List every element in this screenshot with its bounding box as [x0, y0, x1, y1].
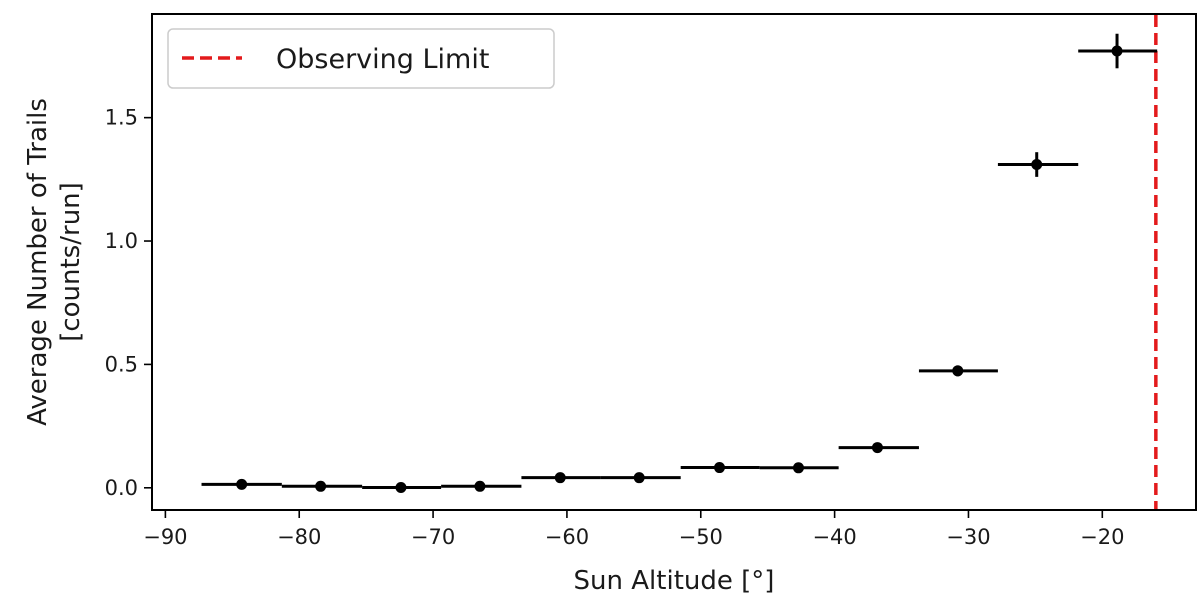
x-axis-label: Sun Altitude [°]	[574, 566, 775, 596]
point-marker	[714, 462, 726, 474]
point-marker	[474, 480, 486, 492]
data-point	[441, 480, 522, 492]
point-marker	[952, 365, 964, 377]
data-point	[362, 482, 442, 494]
data-point	[918, 365, 998, 377]
x-tick-label: −30	[946, 525, 990, 549]
point-marker	[236, 478, 248, 490]
data-point	[838, 442, 919, 454]
x-tick-label: −50	[679, 525, 723, 549]
x-tick-label: −20	[1080, 525, 1124, 549]
data-point	[1078, 33, 1158, 69]
y-tick-label: 1.0	[105, 229, 138, 253]
data-point	[680, 462, 760, 474]
legend-label-observing-limit: Observing Limit	[276, 44, 489, 75]
data-point	[759, 462, 839, 474]
legend: Observing Limit	[167, 28, 555, 89]
y-tick-label: 0.5	[105, 352, 138, 376]
y-axis-label: Average Number of Trails [counts/run]	[23, 98, 86, 426]
x-tick-label: −60	[545, 525, 589, 549]
point-marker	[633, 472, 645, 484]
x-tick-label: −70	[411, 525, 455, 549]
plot-area-frame	[151, 13, 1197, 511]
data-point	[600, 472, 681, 484]
point-marker	[792, 462, 804, 474]
y-axis-label-line-1: Average Number of Trails	[23, 98, 53, 426]
legend-box	[167, 28, 555, 89]
y-axis-label-line-2: [counts/run]	[56, 182, 86, 342]
data-point	[997, 152, 1079, 177]
x-axis: −90 −80 −70 −60 −50 −40 −30 −20	[143, 510, 1124, 549]
point-marker	[315, 480, 327, 492]
point-marker	[554, 472, 566, 484]
point-marker	[1031, 159, 1043, 171]
x-tick-label: −80	[277, 525, 321, 549]
y-tick-label: 1.5	[105, 106, 138, 130]
point-marker	[871, 442, 883, 454]
x-tick-label: −90	[143, 525, 187, 549]
point-marker	[395, 482, 407, 494]
y-tick-label: 0.0	[105, 476, 138, 500]
data-point	[281, 480, 363, 492]
y-axis: 0.0 0.5 1.0 1.5	[105, 106, 152, 500]
data-points	[201, 33, 1158, 494]
point-marker	[1111, 45, 1123, 57]
data-point	[521, 472, 601, 484]
x-tick-label: −40	[812, 525, 856, 549]
data-point	[201, 478, 282, 490]
